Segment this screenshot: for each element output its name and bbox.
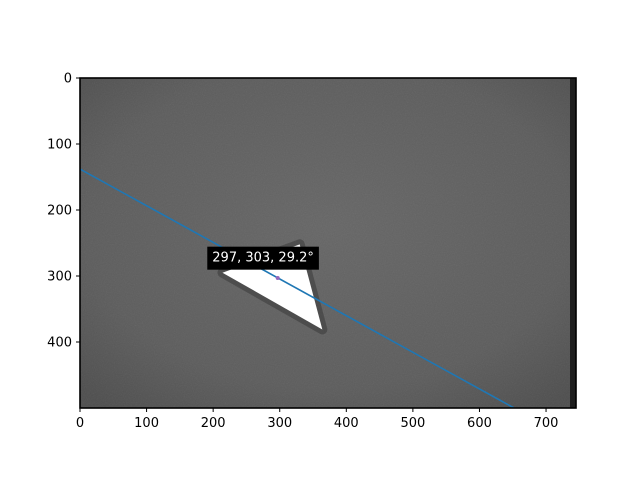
x-axis: 0 100 200 300 400 500 600 700: [76, 408, 559, 431]
y-tick-label: 100: [47, 138, 72, 153]
y-axis: 0 100 200 300 400: [47, 72, 80, 351]
marker-layer: [275, 275, 280, 280]
x-tick-label: 0: [76, 416, 84, 431]
x-tick-label: 200: [201, 416, 226, 431]
y-tick-label: 400: [47, 336, 72, 351]
image-right-dark-band: [570, 78, 576, 408]
image-noise: [80, 78, 576, 408]
line-layer: [80, 168, 515, 408]
x-tick-label: 600: [467, 416, 492, 431]
x-tick-label: 400: [334, 416, 359, 431]
x-tick-label: 100: [134, 416, 159, 431]
axes-frame: [79, 77, 577, 409]
y-tick-label: 0: [64, 72, 72, 87]
fit-line: [80, 168, 515, 408]
x-tick-label: 300: [267, 416, 292, 431]
y-tick-label: 200: [47, 204, 72, 219]
x-tick-label: 500: [400, 416, 425, 431]
x-tick-label: 700: [534, 416, 559, 431]
center-marker: [275, 275, 280, 280]
annotation-box: [207, 246, 319, 270]
image-area: [80, 78, 576, 408]
y-tick-label: 300: [47, 270, 72, 285]
annotation: 297, 303, 29.2°: [207, 246, 319, 270]
annotation-text: 297, 303, 29.2°: [212, 251, 314, 266]
